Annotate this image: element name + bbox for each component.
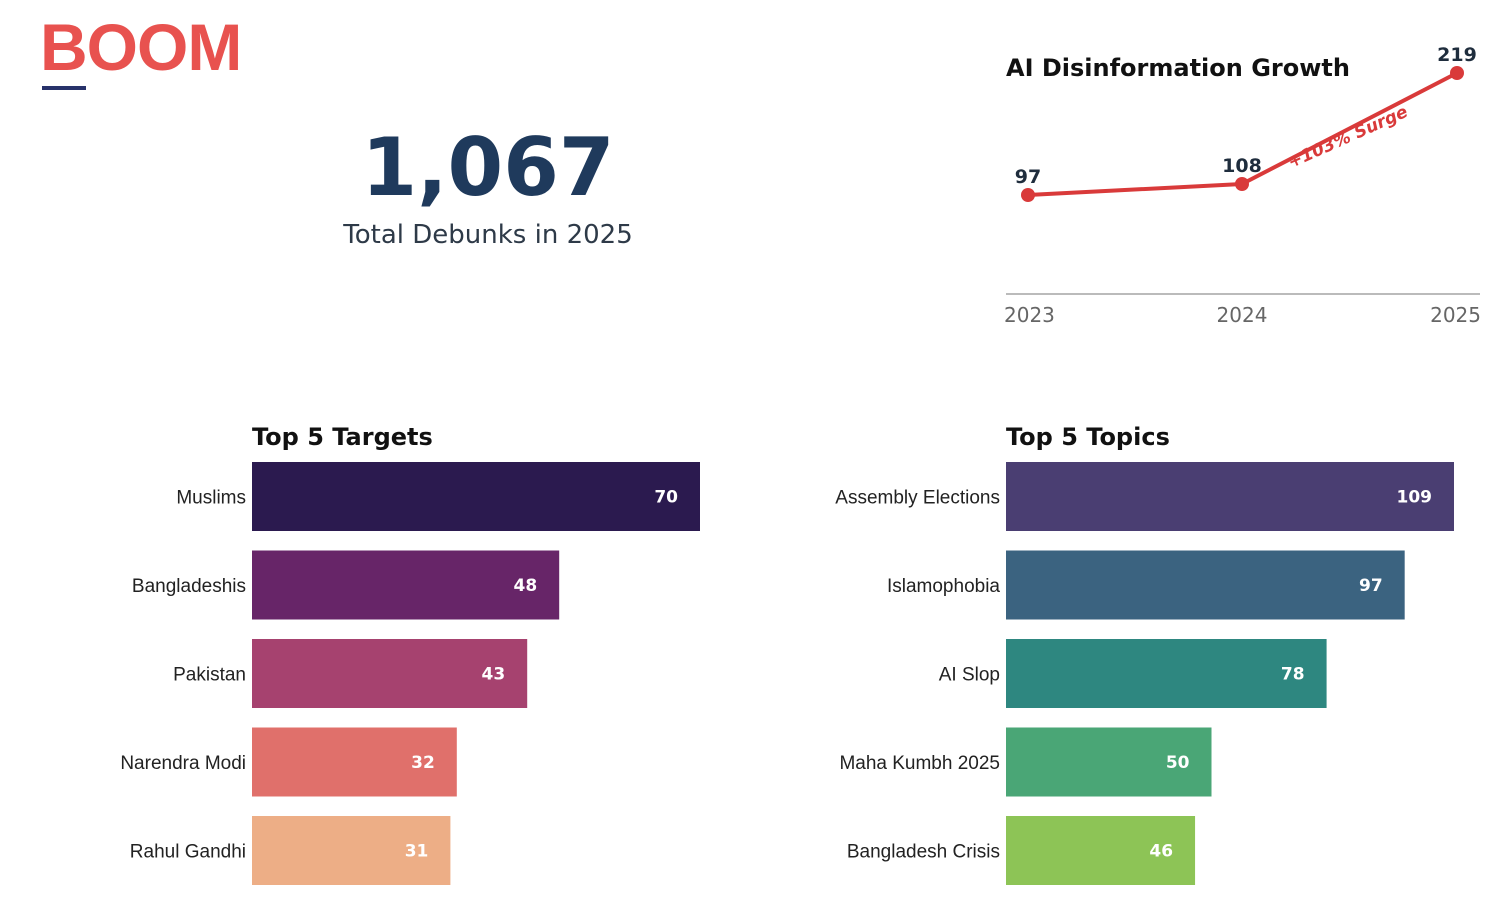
topics-category-label: Islamophobia — [887, 576, 1000, 597]
targets-chart: Top 5 Targets Muslims 70 Bangladeshis 48 Pak… — [120, 423, 700, 885]
x-tick-2025: 2025 — [1430, 303, 1481, 327]
line-point-2024 — [1235, 177, 1249, 191]
line-point-2025 — [1450, 66, 1464, 80]
topics-bar-3 — [1006, 727, 1212, 797]
kpi-total-debunks: 1,067 — [361, 121, 615, 214]
topics-value-label: 46 — [1149, 842, 1173, 862]
targets-bar-4 — [252, 816, 451, 885]
targets-value-label: 70 — [654, 488, 678, 508]
targets-bar-2 — [252, 639, 528, 708]
surge-annotation: +103% Surge — [1285, 102, 1411, 173]
topics-bar-4 — [1006, 816, 1196, 885]
topics-bar-0 — [1006, 462, 1454, 531]
topics-category-label: Maha Kumbh 2025 — [839, 753, 1000, 774]
topics-bar-2 — [1006, 639, 1327, 708]
topics-chart-title: Top 5 Topics — [1006, 423, 1170, 451]
topics-category-label: Bangladesh Crisis — [847, 842, 1000, 863]
targets-category-label: Narendra Modi — [120, 753, 246, 774]
targets-category-label: Rahul Gandhi — [130, 842, 246, 863]
topics-value-label: 50 — [1166, 753, 1190, 773]
targets-bar-3 — [252, 727, 457, 797]
topics-chart: Top 5 Topics Assembly Elections 109 Islamo… — [835, 423, 1454, 885]
kpi-label: Total Debunks in 2025 — [343, 220, 633, 250]
x-tick-2023: 2023 — [1004, 303, 1055, 327]
topics-value-label: 97 — [1359, 576, 1383, 596]
topics-bar-1 — [1006, 550, 1405, 620]
point-label-2023: 97 — [1015, 166, 1041, 188]
topics-value-label: 109 — [1397, 488, 1433, 508]
topics-category-label: AI Slop — [939, 665, 1000, 686]
line-chart: AI Disinformation Growth 97 2023 108 2024 21… — [1004, 44, 1481, 327]
targets-value-label: 32 — [411, 753, 435, 773]
topics-category-label: Assembly Elections — [835, 488, 1000, 509]
targets-category-label: Bangladeshis — [132, 576, 246, 597]
targets-bar-1 — [252, 550, 560, 620]
topics-value-label: 78 — [1281, 665, 1305, 685]
boom-logo: BOOM — [40, 10, 242, 84]
targets-category-label: Pakistan — [173, 665, 246, 686]
x-tick-2024: 2024 — [1217, 303, 1268, 327]
logo-underline — [42, 86, 86, 90]
point-label-2025: 219 — [1437, 44, 1477, 66]
line-chart-title: AI Disinformation Growth — [1006, 54, 1350, 82]
targets-bar-0 — [252, 462, 700, 531]
targets-value-label: 31 — [405, 842, 429, 862]
line-point-2023 — [1021, 188, 1035, 202]
targets-value-label: 48 — [514, 576, 538, 596]
targets-chart-title: Top 5 Targets — [252, 423, 433, 451]
targets-category-label: Muslims — [176, 488, 246, 509]
point-label-2024: 108 — [1222, 155, 1262, 177]
targets-value-label: 43 — [482, 665, 506, 685]
